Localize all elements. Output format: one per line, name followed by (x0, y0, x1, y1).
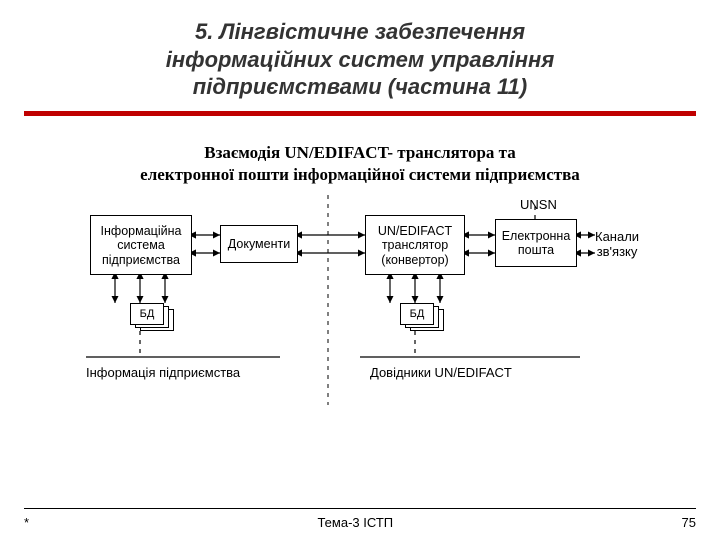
node-label: Електронна пошта (502, 229, 571, 258)
database-stack: БД (400, 303, 444, 331)
node-docs: Документи (220, 225, 298, 263)
title-line: 5. Лінгвістичне забезпечення (195, 19, 525, 44)
footer-right: 75 (682, 515, 696, 530)
footer-left: * (24, 515, 29, 530)
node-label: UN/EDIFACT транслятор (конвертор) (378, 224, 452, 267)
diagram-canvas: Інформаційна система підприємства Докумен… (80, 195, 640, 405)
node-mail: Електронна пошта (495, 219, 577, 267)
footer-center: Тема-3 ІСТП (317, 515, 393, 530)
node-trans: UN/EDIFACT транслятор (конвертор) (365, 215, 465, 275)
diagram-caption: Взаємодія UN/EDIFACT- транслятора та еле… (40, 142, 680, 188)
database-stack: БД (130, 303, 174, 331)
label-info: Інформація підприємства (86, 365, 240, 380)
label-chan: Канали зв'язку (595, 229, 639, 259)
slide-footer: * Тема-3 ІСТП 75 (24, 508, 696, 530)
label-dict: Довідники UN/EDIFACT (370, 365, 512, 380)
node-label: Документи (228, 237, 290, 251)
node-sys: Інформаційна система підприємства (90, 215, 192, 275)
subtitle-line: електронної пошти інформаційної системи … (140, 165, 580, 184)
database-box: БД (130, 303, 164, 325)
title-line: інформаційних систем управління (166, 47, 555, 72)
slide-title: 5. Лінгвістичне забезпечення інформаційн… (0, 18, 720, 101)
title-rule (24, 111, 696, 116)
database-box: БД (400, 303, 434, 325)
title-line: підприємствами (частина 11) (193, 74, 527, 99)
subtitle-line: Взаємодія UN/EDIFACT- транслятора та (204, 143, 516, 162)
label-unsn: UNSN (520, 197, 557, 212)
node-label: Інформаційна система підприємства (101, 224, 182, 267)
